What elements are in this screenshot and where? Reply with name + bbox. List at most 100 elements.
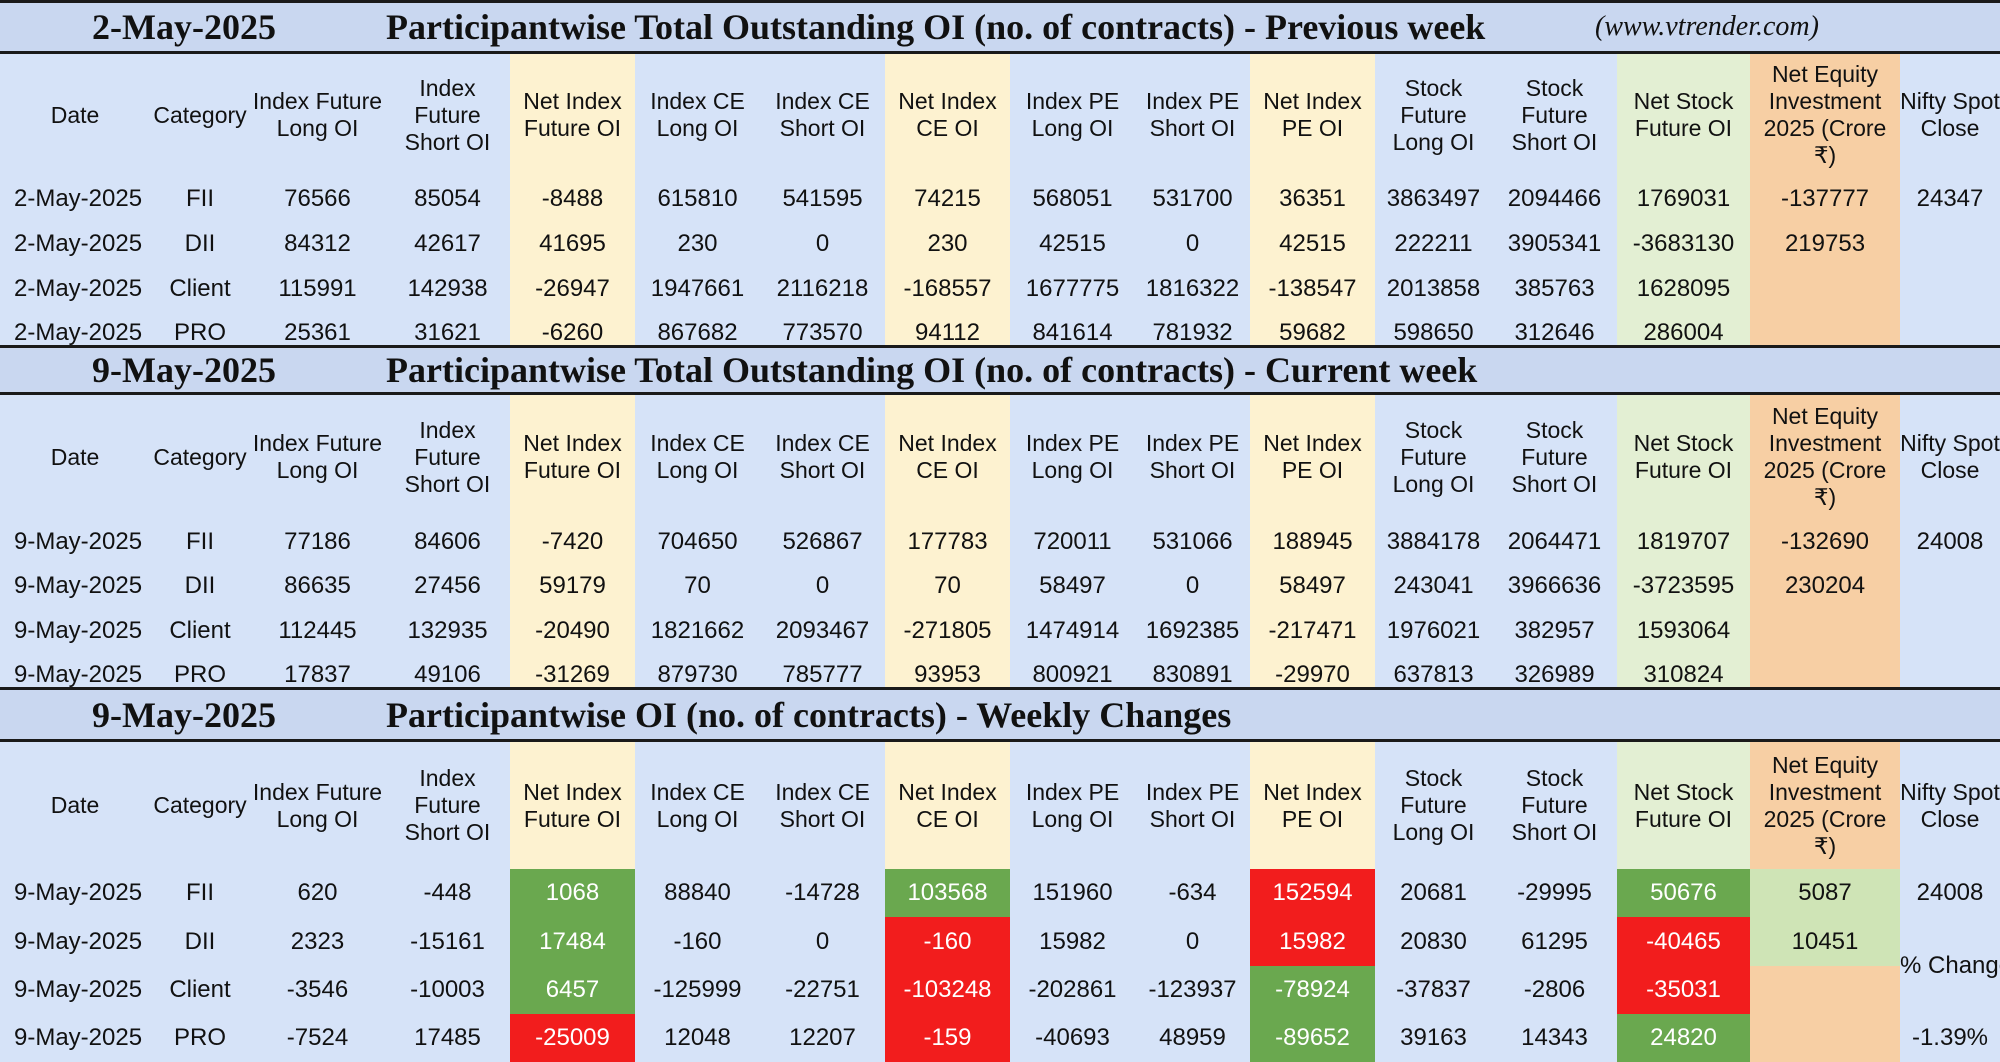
header-row: Date Category Index Future Long OI Index Fu…	[0, 54, 2000, 176]
data-cell: -7524	[250, 1014, 385, 1062]
data-cell: -202861	[1010, 966, 1135, 1014]
column-header: Category	[150, 395, 250, 519]
section-date: 9-May-2025	[92, 350, 276, 390]
column-header: Index PE Long OI	[1010, 395, 1135, 519]
data-cell: -89652	[1250, 1014, 1375, 1062]
data-cell: -271805	[885, 608, 1010, 653]
data-cell: 88840	[635, 869, 760, 917]
site-url: (www.vtrender.com)	[1595, 11, 1819, 42]
column-header: Stock Future Long OI	[1375, 395, 1492, 519]
data-cell: 615810	[635, 176, 760, 221]
column-header: Date	[0, 742, 150, 869]
column-header: Index PE Long OI	[1010, 54, 1135, 176]
data-cell: 142938	[385, 266, 510, 311]
row-category: Client	[150, 966, 250, 1014]
table-row: 9-May-2025 Client 112445 132935 -20490 182166…	[0, 608, 2000, 653]
section-title: Participantwise Total Outstanding OI (no…	[386, 350, 1478, 390]
column-header: Nifty Spot Close	[1900, 742, 2000, 869]
table-row: 2-May-2025 DII 84312 42617 41695 230 0 230 42515…	[0, 221, 2000, 266]
row-date: 9-May-2025	[0, 564, 150, 608]
column-header: Date	[0, 54, 150, 176]
column-header: Net Stock Future OI	[1617, 395, 1750, 519]
data-cell: -3723595	[1617, 564, 1750, 608]
data-cell: 568051	[1010, 176, 1135, 221]
data-cell: 1068	[510, 869, 635, 917]
column-header: Index CE Long OI	[635, 742, 760, 869]
nifty-spot-empty	[1900, 564, 2000, 608]
column-header: Stock Future Long OI	[1375, 54, 1492, 176]
data-cell: 42515	[1250, 221, 1375, 266]
data-cell: 12207	[760, 1014, 885, 1062]
row-date: 9-May-2025	[0, 519, 150, 564]
data-cell: 1474914	[1010, 608, 1135, 653]
data-cell: 1769031	[1617, 176, 1750, 221]
section-title-bar: 9-May-2025 Participantwise OI (no. of co…	[0, 687, 2000, 742]
nifty-spot-empty	[1900, 221, 2000, 266]
data-cell: 2093467	[760, 608, 885, 653]
percent-change-label: % Change	[1900, 917, 2000, 1014]
data-cell: -137777	[1750, 176, 1900, 221]
data-cell: 42515	[1010, 221, 1135, 266]
table-row: 2-May-2025 Client 115991 142938 -26947 194766…	[0, 266, 2000, 311]
row-category: FII	[150, 519, 250, 564]
column-header: Index CE Long OI	[635, 54, 760, 176]
column-header: Net Equity Investment 2025 (Crore ₹)	[1750, 54, 1900, 176]
row-category: DII	[150, 564, 250, 608]
column-header: Stock Future Short OI	[1492, 54, 1617, 176]
data-cell: 3863497	[1375, 176, 1492, 221]
data-cell: 14343	[1492, 1014, 1617, 1062]
column-header: Index Future Long OI	[250, 395, 385, 519]
column-header: Net Index Future OI	[510, 742, 635, 869]
data-cell: 1821662	[635, 608, 760, 653]
table-row: 9-May-2025 PRO -7524 17485 -25009 12048 12207-…	[0, 1014, 2000, 1062]
column-header: Index CE Long OI	[635, 395, 760, 519]
section-date: 9-May-2025	[92, 694, 276, 735]
data-cell: 230	[635, 221, 760, 266]
data-cell: 385763	[1492, 266, 1617, 311]
data-cell: -40465	[1617, 917, 1750, 966]
data-cell: 219753	[1750, 221, 1900, 266]
data-cell: -14728	[760, 869, 885, 917]
column-header: Index CE Short OI	[760, 395, 885, 519]
data-cell: -160	[885, 917, 1010, 966]
section-date: 2-May-2025	[92, 7, 276, 47]
column-header: Stock Future Short OI	[1492, 395, 1617, 519]
data-cell: 704650	[635, 519, 760, 564]
data-cell: 1816322	[1135, 266, 1250, 311]
data-cell: 115991	[250, 266, 385, 311]
data-cell: 39163	[1375, 1014, 1492, 1062]
current-week-table: Date Category Index Future Long OI Index Fu…	[0, 395, 2000, 697]
data-cell: 541595	[760, 176, 885, 221]
data-cell: 70	[635, 564, 760, 608]
nifty-spot-value: 24008	[1900, 869, 2000, 917]
section-title: Participantwise Total Outstanding OI (no…	[386, 7, 1486, 47]
data-cell: 20681	[1375, 869, 1492, 917]
data-cell: 58497	[1250, 564, 1375, 608]
data-cell: 59179	[510, 564, 635, 608]
data-cell: 86635	[250, 564, 385, 608]
data-cell: 1819707	[1617, 519, 1750, 564]
data-cell: 222211	[1375, 221, 1492, 266]
data-cell: 12048	[635, 1014, 760, 1062]
table-row: 9-May-2025 DII 2323 -15161 17484 -160 0 -160 159…	[0, 917, 2000, 1014]
data-cell: 85054	[385, 176, 510, 221]
weekly-changes-table: Date Category Index Future Long OI Index Fu…	[0, 742, 2000, 1062]
data-cell: 132935	[385, 608, 510, 653]
column-header: Index CE Short OI	[760, 54, 885, 176]
data-cell: 0	[1135, 917, 1250, 966]
column-header: Nifty Spot Close	[1900, 395, 2000, 519]
data-cell: -20490	[510, 608, 635, 653]
data-cell: 74215	[885, 176, 1010, 221]
data-cell: 2116218	[760, 266, 885, 311]
row-date: 2-May-2025	[0, 176, 150, 221]
nifty-spot-value: 24347	[1900, 176, 2000, 221]
data-cell: 2013858	[1375, 266, 1492, 311]
data-cell: 84606	[385, 519, 510, 564]
data-cell: 531066	[1135, 519, 1250, 564]
column-header: Net Index PE OI	[1250, 395, 1375, 519]
column-header: Index PE Short OI	[1135, 742, 1250, 869]
data-cell: -37837	[1375, 966, 1492, 1014]
data-cell: -7420	[510, 519, 635, 564]
column-header: Net Index PE OI	[1250, 742, 1375, 869]
column-header: Net Index CE OI	[885, 742, 1010, 869]
